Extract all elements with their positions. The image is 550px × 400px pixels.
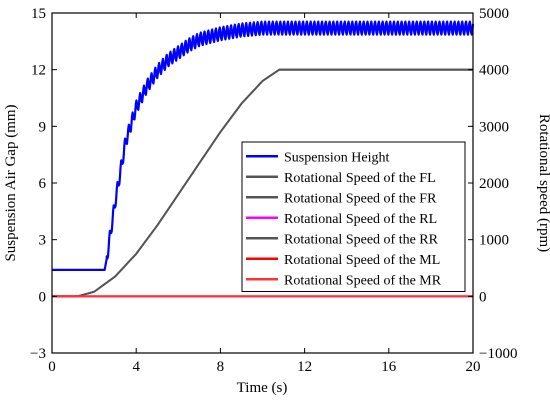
- y-right-tick-label: 5000: [479, 6, 509, 22]
- y-right-tick-label: 0: [479, 289, 487, 305]
- x-tick-label: 12: [297, 359, 312, 375]
- x-tick-label: 8: [217, 359, 225, 375]
- legend-label: Rotational Speed of the ML: [284, 253, 440, 268]
- y-left-tick-label: 0: [39, 289, 47, 305]
- y-left-tick-label: 15: [31, 6, 46, 22]
- x-tick-label: 0: [48, 359, 56, 375]
- y-right-tick-label: 3000: [479, 119, 509, 135]
- y-left-tick-label: 3: [39, 233, 47, 249]
- y-left-tick-label: 12: [31, 63, 46, 79]
- y-left-tick-label: 6: [39, 176, 47, 192]
- y-right-tick-label: 4000: [479, 63, 509, 79]
- legend-label: Rotational Speed of the FR: [284, 191, 437, 206]
- y-left-tick-label: −3: [30, 346, 46, 362]
- ticks-layer: 0 4 8 12 16 20−303691215−10000100020003000400…: [30, 6, 517, 375]
- x-tick-label: 16: [381, 359, 397, 375]
- legend-label: Rotational Speed of the MR: [284, 273, 442, 288]
- y-left-tick-label: 9: [39, 119, 47, 135]
- legend-label: Suspension Height: [284, 150, 390, 165]
- series-line-suspension-height: [52, 20, 475, 271]
- legend-box: [241, 141, 466, 292]
- series-layer: [52, 20, 475, 298]
- y-right-axis-title: Rotational speed (rpm): [536, 114, 550, 252]
- legend-label: Rotational Speed of the RL: [284, 212, 437, 227]
- series-line-rotational-speed-of-the-rr: [52, 68, 473, 298]
- x-tick-label: 20: [466, 359, 481, 375]
- y-left-axis-title: Suspension Air Gap (mm): [3, 104, 19, 261]
- legend-label: Rotational Speed of the RR: [284, 232, 439, 247]
- y-right-tick-label: −1000: [479, 346, 517, 362]
- y-right-tick-label: 1000: [479, 233, 509, 249]
- y-right-tick-label: 2000: [479, 176, 509, 192]
- x-tick-label: 4: [132, 359, 140, 375]
- x-axis-title: Time (s): [237, 380, 288, 396]
- legend: Suspension Height Rotational Speed of the…: [241, 141, 466, 292]
- legend-label: Rotational Speed of the FL: [284, 171, 436, 186]
